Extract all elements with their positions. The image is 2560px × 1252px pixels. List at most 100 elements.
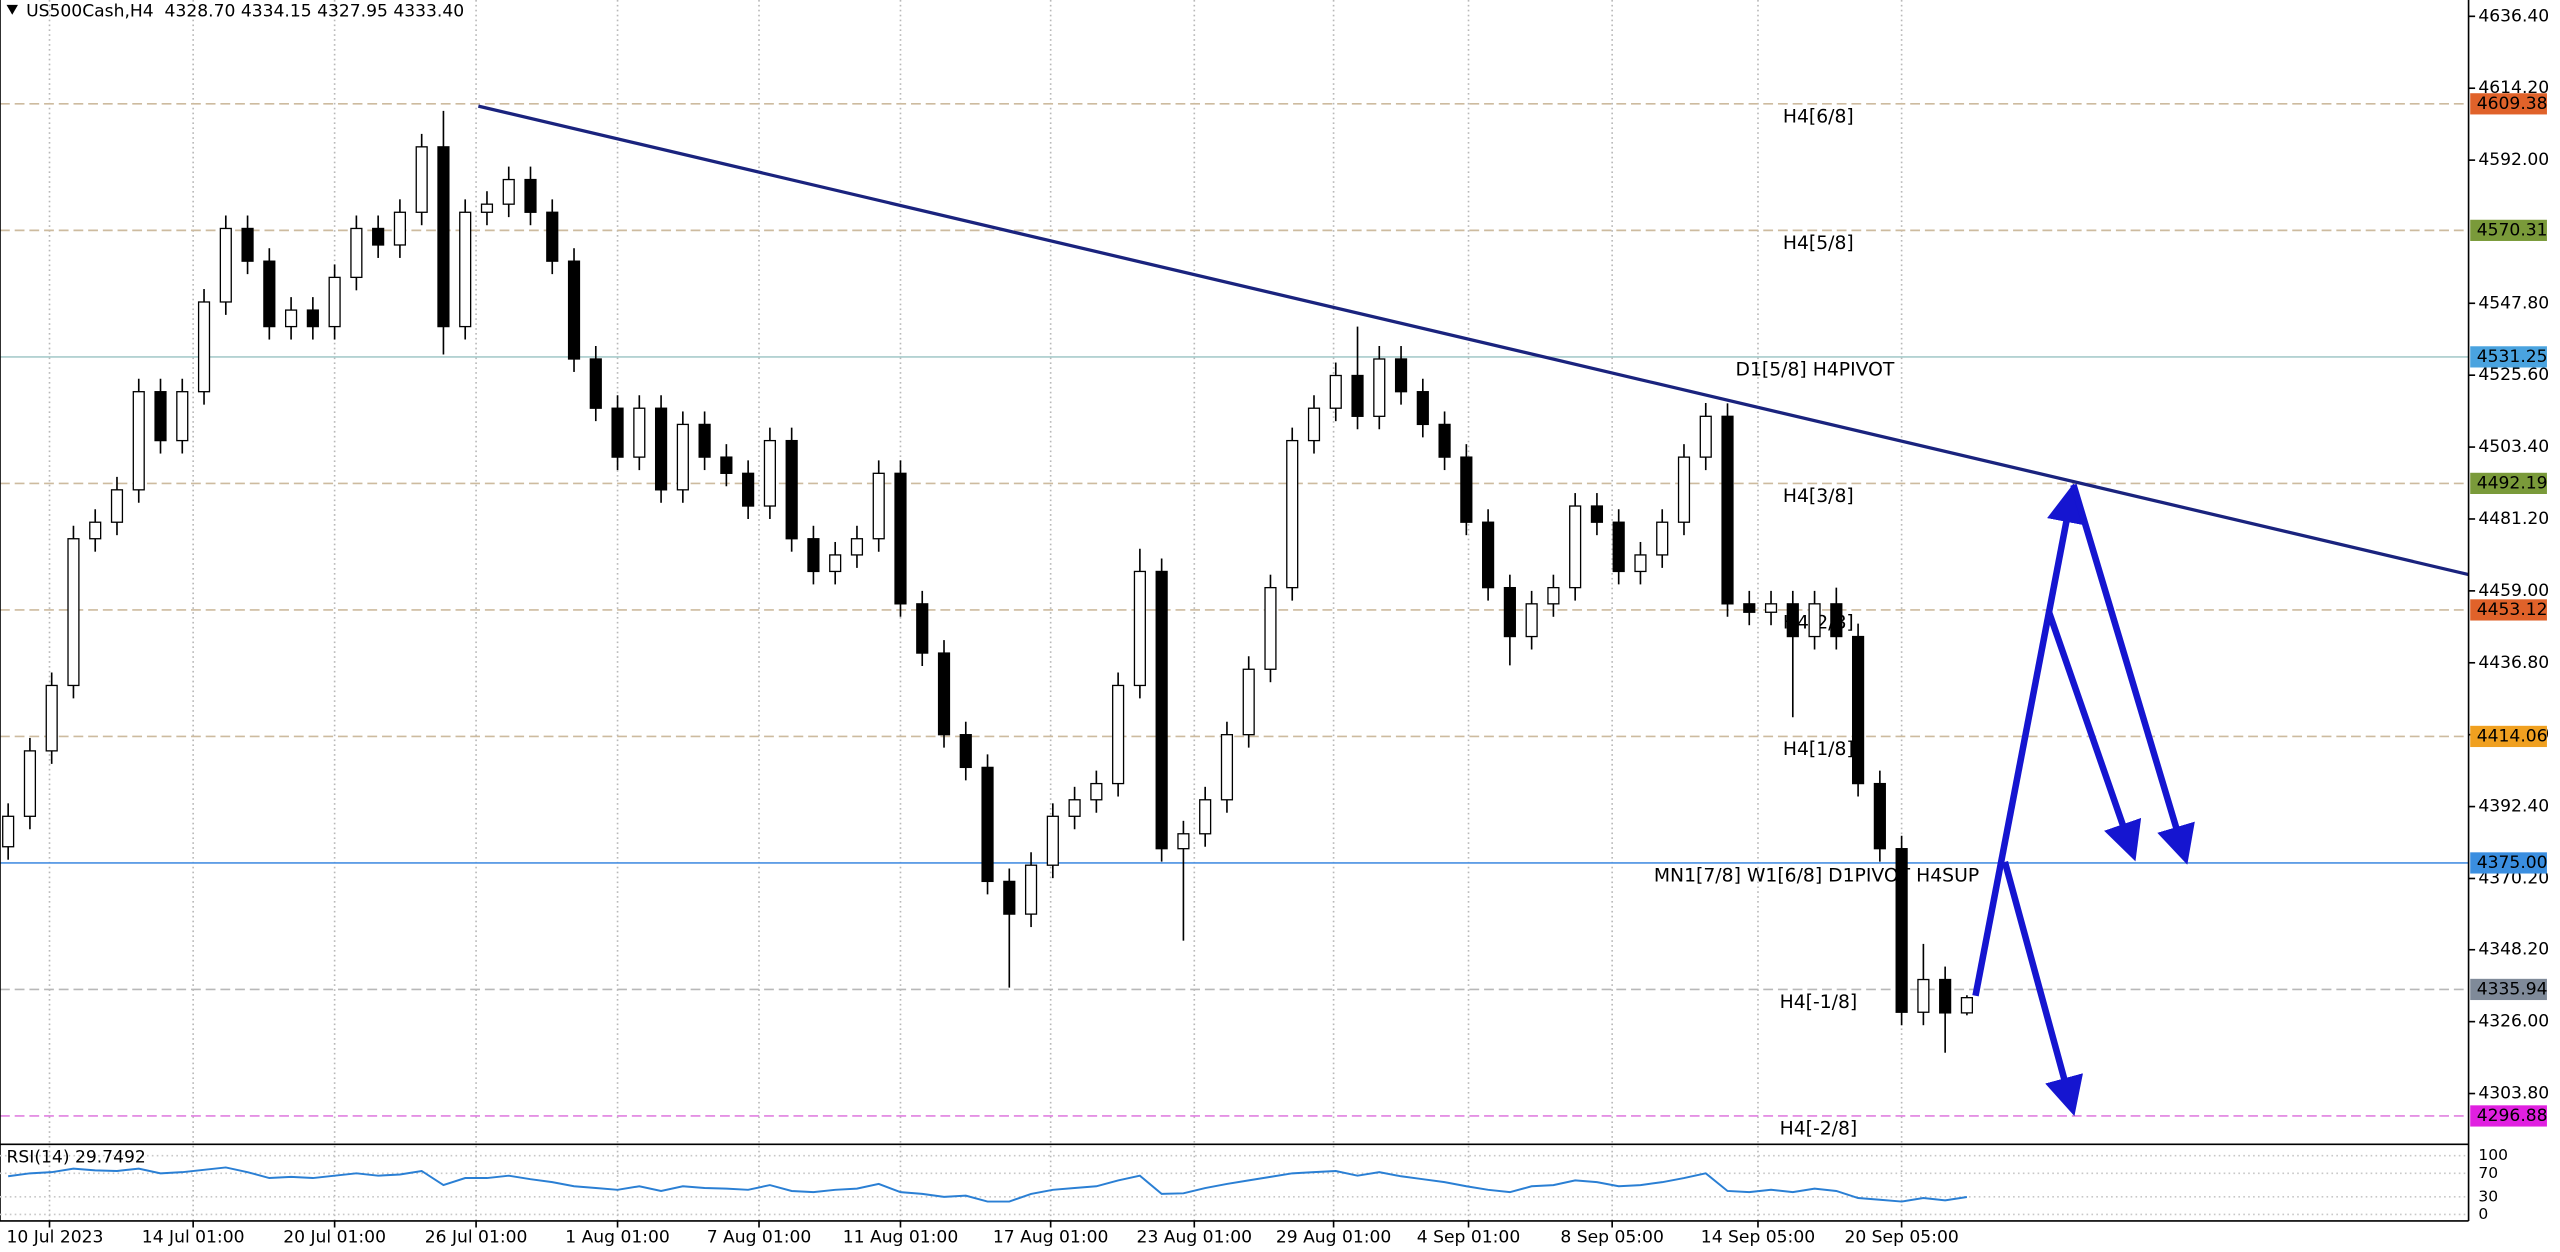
candle-body <box>1024 864 1038 915</box>
candle-body <box>524 178 537 213</box>
candle-body <box>1155 570 1168 850</box>
level-price-label: 4570.31 <box>2477 220 2548 240</box>
candle-body <box>1656 521 1669 556</box>
x-tick-label: 10 Jul 2023 <box>7 1227 104 1247</box>
candle-body <box>959 734 972 769</box>
candle-body <box>1046 815 1059 866</box>
candle-body <box>1590 505 1604 523</box>
candle-body <box>1242 668 1255 736</box>
y-tick-label: 4326.00 <box>2478 1012 2549 1032</box>
candle-body <box>1503 586 1516 638</box>
candle-body <box>1460 456 1473 523</box>
x-tick-label: 23 Aug 01:00 <box>1137 1227 1252 1247</box>
candle-body <box>154 391 167 442</box>
candle-body <box>1394 358 1408 393</box>
candle-body <box>1199 799 1212 835</box>
level-price-box <box>2470 346 2547 368</box>
y-tick-label: 4481.20 <box>2478 509 2549 529</box>
candle-body <box>1416 391 1429 426</box>
candle-body <box>1003 880 1016 915</box>
candle-body <box>1220 734 1234 801</box>
candle-body <box>1830 603 1843 638</box>
x-tick-label: 4 Sep 01:00 <box>1417 1227 1520 1247</box>
y-tick-label: 4636.40 <box>2478 6 2549 26</box>
level-price-label: 4609.38 <box>2477 94 2548 114</box>
rsi-tick-label: 30 <box>2478 1187 2498 1205</box>
rsi-tick-label: 0 <box>2478 1205 2488 1223</box>
candle-body <box>284 309 298 328</box>
candle-body <box>1699 415 1712 458</box>
candle-body <box>1851 635 1865 785</box>
candle-body <box>110 489 124 523</box>
candle-body <box>1612 521 1625 573</box>
level-price-label: 4414.06 <box>2477 726 2548 746</box>
x-tick-label: 8 Sep 05:00 <box>1560 1227 1663 1247</box>
candle-body <box>1307 407 1321 442</box>
candle-body <box>176 391 189 442</box>
rsi-label: RSI(14) 29.7492 <box>7 1147 146 1167</box>
x-tick-label: 14 Sep 05:00 <box>1701 1227 1815 1247</box>
candle-body <box>263 260 276 328</box>
candle-body <box>763 439 776 507</box>
candle-body <box>459 211 472 328</box>
y-tick-label: 4614.20 <box>2478 78 2549 98</box>
y-tick-label: 4592.00 <box>2478 150 2549 170</box>
candle-body <box>1917 978 1930 1013</box>
x-tick-label: 11 Aug 01:00 <box>843 1227 958 1247</box>
candle-body <box>720 456 733 474</box>
forecast-arrows <box>1972 483 2195 1117</box>
candle-body <box>850 538 864 556</box>
candle-body <box>1634 554 1647 573</box>
candle-body <box>1743 603 1756 613</box>
candle-body <box>916 603 929 654</box>
rsi-line <box>8 1166 1968 1203</box>
x-tick-label: 29 Aug 01:00 <box>1276 1227 1391 1247</box>
candle-body <box>1939 978 1952 1014</box>
candle-body <box>1721 415 1734 605</box>
x-tick-label: 7 Aug 01:00 <box>707 1227 812 1247</box>
candle-body <box>328 276 341 328</box>
candle-body <box>1286 439 1299 589</box>
level-price-box <box>2470 725 2547 748</box>
candle-body <box>1895 848 1908 1013</box>
candle-body <box>567 260 581 360</box>
candle-body <box>611 407 624 458</box>
level-price-box <box>2470 599 2547 621</box>
axis-layer: 4636.40 4614.20 4592.00 4547.80 4525.60 4503.… <box>7 6 2550 1247</box>
candle-body <box>89 521 102 540</box>
collapse-icon <box>6 4 18 15</box>
candle-body <box>807 538 820 573</box>
candle-body <box>589 358 602 409</box>
candle-body <box>1264 586 1277 670</box>
x-tick-label: 20 Sep 05:00 <box>1844 1227 1958 1247</box>
candle-body <box>785 439 798 540</box>
arrow <box>2070 483 2195 865</box>
level-name: H4[-2/8] <box>1780 1119 1858 1140</box>
level-price-box <box>2470 978 2547 1001</box>
candle-body <box>981 766 994 883</box>
level-name: H4[1/8] <box>1783 739 1854 760</box>
candle-body <box>1090 782 1103 801</box>
candle-body <box>1133 570 1146 687</box>
arrow <box>2045 611 2142 862</box>
candle-body <box>502 178 515 205</box>
level-price-label: 4335.94 <box>2477 979 2548 999</box>
candle-body <box>872 472 885 540</box>
candle-body <box>393 211 407 246</box>
candle-body <box>1677 456 1691 523</box>
candle-body <box>1786 603 1799 638</box>
candle-body <box>306 309 319 328</box>
x-tick-label: 1 Aug 01:00 <box>565 1227 670 1247</box>
candle-body <box>1873 782 1886 850</box>
level-price-box <box>2470 1105 2547 1127</box>
candle-body <box>1808 603 1821 638</box>
level-name: H4[3/8] <box>1783 486 1854 507</box>
rsi-tick-label: 70 <box>2478 1164 2498 1182</box>
candle-body <box>1764 603 1778 613</box>
level-price-box <box>2470 93 2547 115</box>
level-name: H4[5/8] <box>1783 233 1854 254</box>
candle-body <box>437 146 450 328</box>
